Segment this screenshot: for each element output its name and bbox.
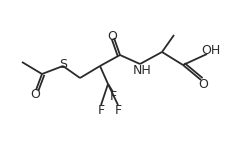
Text: O: O [30, 89, 40, 102]
Text: F: F [97, 103, 105, 116]
Text: NH: NH [133, 65, 151, 78]
Text: O: O [107, 29, 117, 42]
Text: O: O [198, 78, 208, 91]
Text: OH: OH [201, 45, 221, 58]
Text: F: F [109, 90, 117, 103]
Text: F: F [114, 103, 122, 116]
Text: S: S [59, 58, 67, 71]
